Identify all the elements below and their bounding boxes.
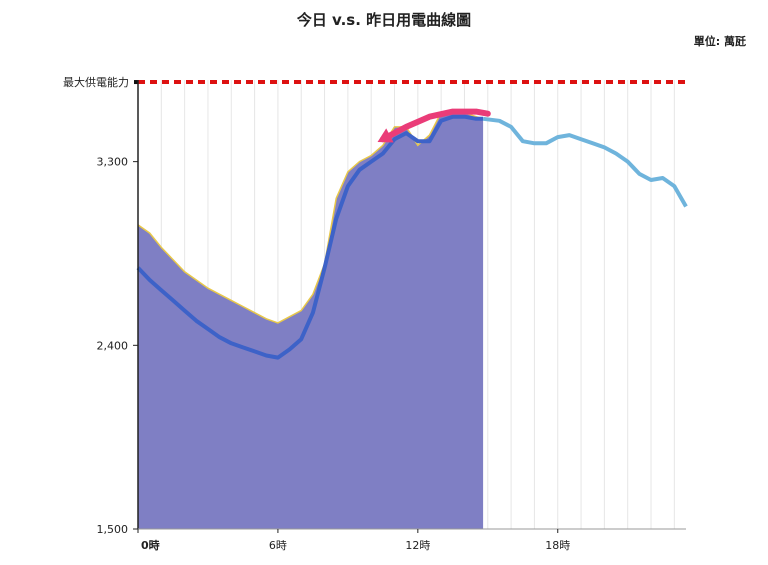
unit-label: 單位: 萬瓩 (693, 35, 746, 48)
x-tick-label-3: 18時 (545, 539, 570, 552)
forecast-line (482, 116, 688, 208)
chart-title: 今日 v.s. 昨日用電曲線圖 (296, 11, 472, 29)
today-area-edge (137, 109, 484, 324)
y-tick-label-0: 1,500 (97, 523, 129, 536)
max-supply-label: 最大供電能力 (63, 75, 129, 89)
max-supply-marker (134, 80, 138, 85)
yesterday-line (136, 114, 484, 360)
trend-arrow-shaft (379, 108, 491, 143)
y-tick-label-2: 3,300 (97, 156, 129, 169)
x-tick-label-0: 0時 (141, 538, 160, 552)
x-tick-label-1: 6時 (269, 539, 287, 552)
x-tick-label-2: 12時 (405, 539, 430, 552)
y-tick-label-1: 2,400 (97, 339, 129, 352)
trend-arrow-head (377, 128, 394, 143)
